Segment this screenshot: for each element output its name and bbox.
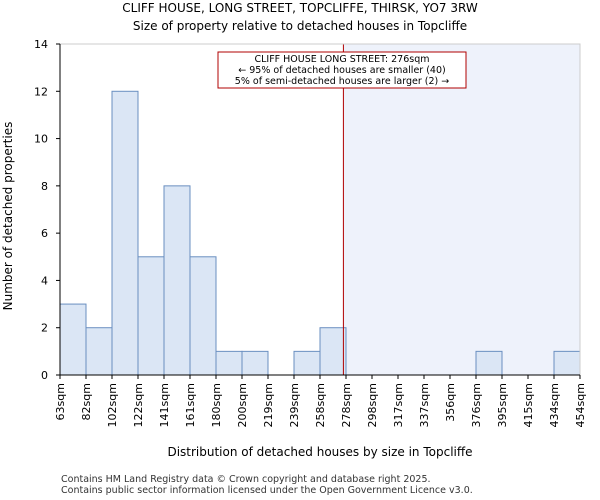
- histogram-bar: [475, 350, 503, 376]
- y-tick-label: 6: [41, 227, 48, 240]
- x-tick-label: 454sqm: [574, 383, 587, 427]
- x-tick-label: 161sqm: [184, 383, 197, 427]
- x-tick-label: 317sqm: [392, 383, 405, 427]
- x-tick-label: 141sqm: [158, 383, 171, 427]
- histogram-bar: [137, 256, 165, 376]
- x-tick-label: 258sqm: [314, 383, 327, 427]
- histogram-bar: [163, 185, 191, 376]
- x-tick-label: 278sqm: [340, 383, 353, 427]
- marker-annotation-box: [217, 51, 467, 89]
- x-tick-label: 63sqm: [54, 383, 67, 420]
- x-tick-label: 376sqm: [470, 383, 483, 427]
- x-tick-label: 122sqm: [132, 383, 145, 427]
- histogram-bar: [553, 350, 581, 376]
- marker-annotation-line: ← 95% of detached houses are smaller (40…: [238, 65, 445, 76]
- histogram-bar: [293, 350, 321, 376]
- marker-annotation-line: 5% of semi-detached houses are larger (2…: [235, 76, 449, 87]
- y-tick-label: 10: [34, 133, 48, 146]
- y-tick-label: 12: [34, 85, 48, 98]
- chart-title: CLIFF HOUSE, LONG STREET, TOPCLIFFE, THI…: [122, 1, 478, 15]
- x-tick-label: 356qm: [444, 383, 457, 422]
- larger-region-shade: [343, 44, 580, 375]
- y-tick-label: 2: [41, 322, 48, 335]
- footer-copyright: Contains HM Land Registry data © Crown c…: [61, 474, 431, 485]
- x-tick-label: 200sqm: [236, 383, 249, 427]
- x-tick-label: 395sqm: [496, 383, 509, 427]
- x-tick-label: 434sqm: [548, 383, 561, 427]
- histogram-bar: [189, 256, 217, 376]
- x-tick-label: 239sqm: [288, 383, 301, 427]
- x-axis-label: Distribution of detached houses by size …: [167, 445, 472, 459]
- histogram-bar: [241, 350, 269, 376]
- histogram-bar: [59, 303, 87, 376]
- x-tick-label: 337sqm: [418, 383, 431, 427]
- marker-annotation-line: CLIFF HOUSE LONG STREET: 276sqm: [254, 54, 429, 65]
- x-tick-label: 415sqm: [522, 383, 535, 427]
- histogram-bar: [111, 90, 139, 376]
- x-tick-label: 298sqm: [366, 383, 379, 427]
- x-tick-label: 102sqm: [106, 383, 119, 427]
- y-tick-label: 0: [41, 369, 48, 382]
- x-tick-label: 82sqm: [80, 383, 93, 420]
- y-tick-label: 14: [34, 38, 48, 51]
- y-tick-label: 8: [41, 180, 48, 193]
- x-tick-label: 180sqm: [210, 383, 223, 427]
- histogram-bar: [215, 350, 243, 376]
- footer-licence: Contains public sector information licen…: [61, 485, 473, 496]
- y-tick-label: 4: [41, 274, 48, 287]
- chart-subtitle: Size of property relative to detached ho…: [132, 19, 468, 33]
- y-axis-label: Number of detached properties: [1, 122, 15, 311]
- histogram-bar: [319, 327, 347, 376]
- histogram-bar: [85, 327, 113, 376]
- x-tick-label: 219sqm: [262, 383, 275, 427]
